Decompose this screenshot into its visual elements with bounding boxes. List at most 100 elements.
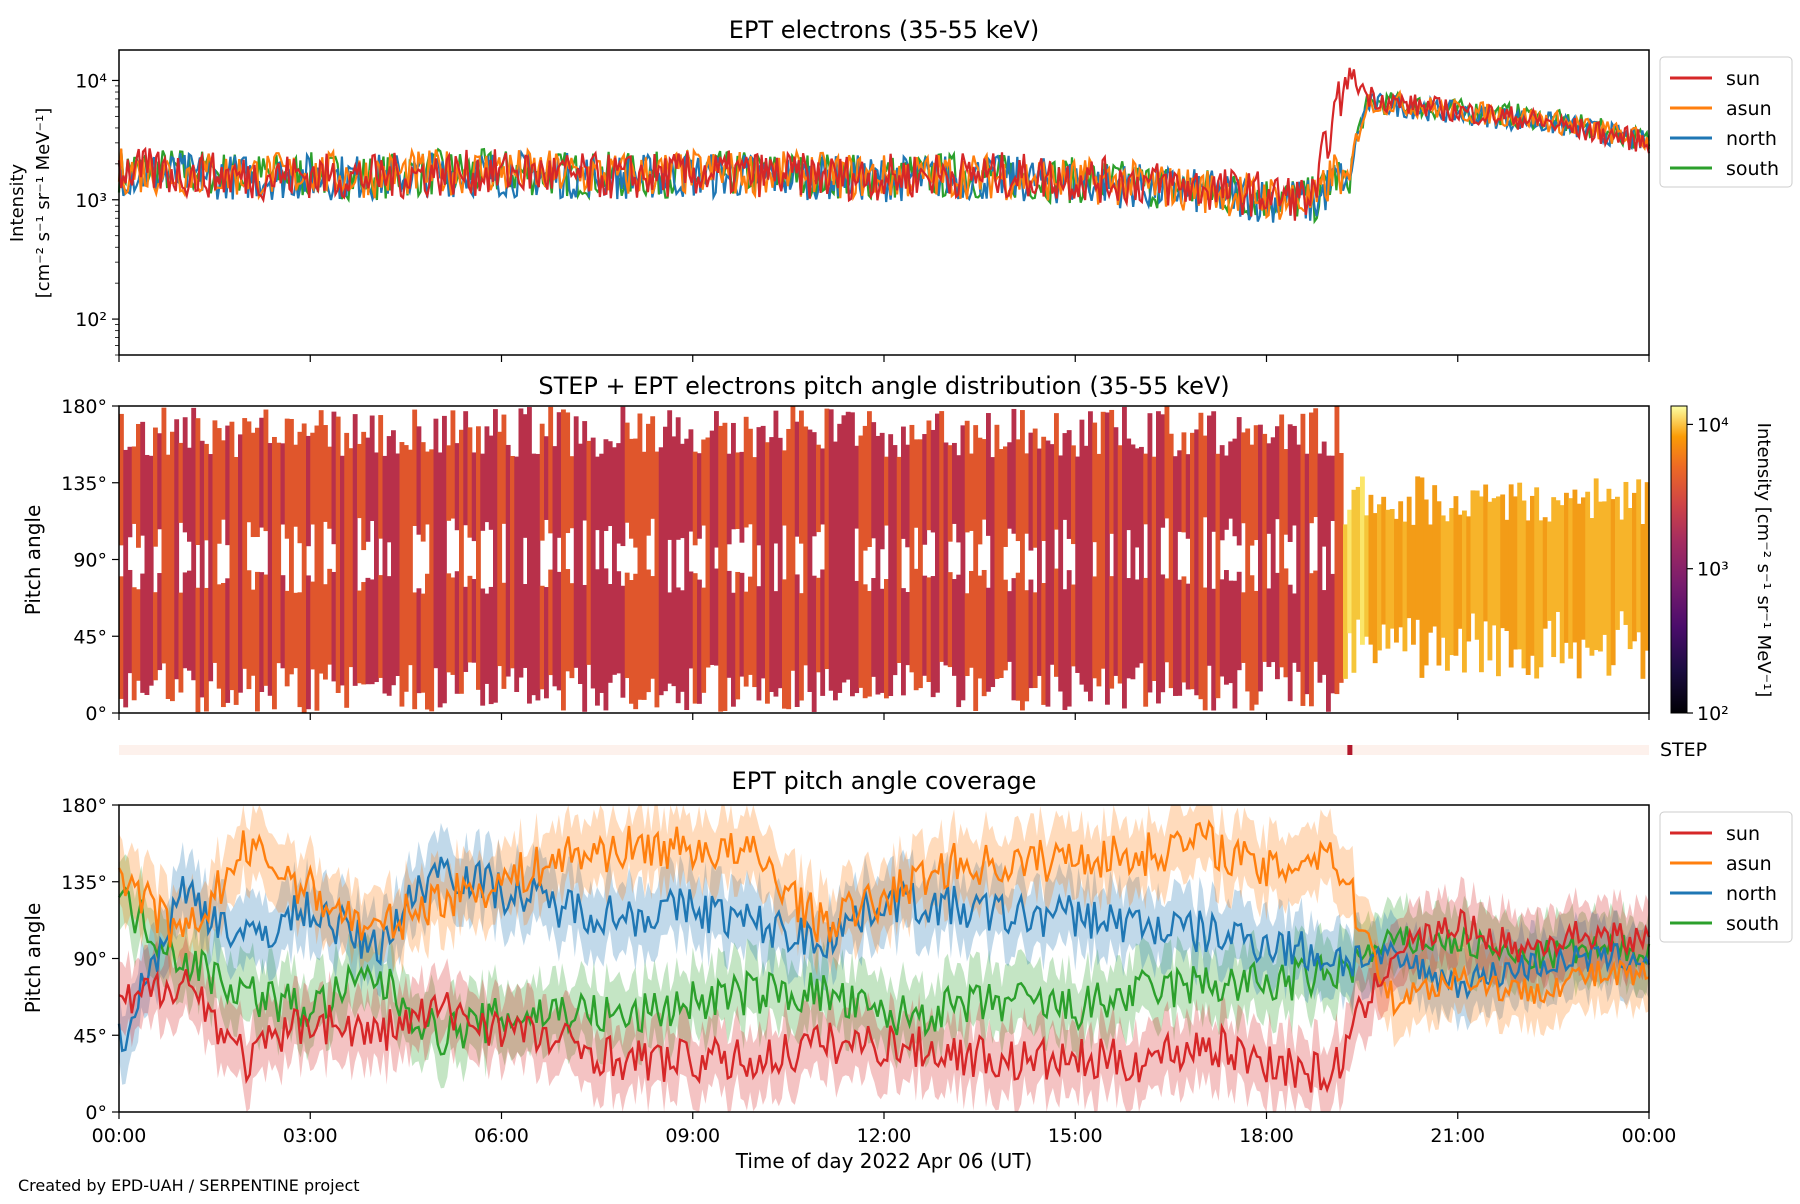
panel2-heat-column — [1585, 491, 1591, 648]
panel2-heat-column — [1075, 456, 1081, 673]
panel2-heat-column — [692, 451, 698, 546]
panel2-heat-column — [1279, 414, 1285, 668]
panel2-heat-column — [1504, 519, 1510, 631]
panel2-heat-column — [1368, 494, 1374, 645]
panel2-heat-column — [1576, 503, 1582, 679]
panel2-heat-column — [582, 421, 588, 521]
panel2-heat-column — [1236, 417, 1242, 546]
panel3-ytick-label: 45° — [73, 1025, 107, 1047]
panel2-heat-column — [1062, 433, 1068, 520]
panel2-heat-column — [1253, 590, 1259, 705]
panel2-heat-column — [1054, 568, 1059, 677]
panel2-heat-column — [947, 572, 953, 668]
panel2-heat-column — [369, 415, 375, 522]
panel2-heat-column — [1326, 455, 1331, 712]
panel2-heat-column — [701, 439, 707, 526]
panel1-legend-box — [1659, 56, 1793, 188]
panel2-heat-column — [365, 437, 371, 542]
panel2-heat-column — [794, 421, 800, 537]
panel2-heat-column — [637, 413, 643, 700]
panel2-heat-column — [1049, 444, 1055, 665]
panel2-heat-column — [348, 448, 354, 668]
panel2-heat-column — [629, 438, 634, 539]
panel2-heat-column — [913, 568, 919, 691]
panel2-heat-column — [714, 411, 719, 548]
panel2-heat-column — [484, 593, 490, 684]
panel2-heat-column — [446, 445, 452, 521]
panel2-heat-column — [612, 447, 617, 675]
panel2-heat-column — [595, 569, 600, 706]
panel2-heat-column — [1508, 484, 1514, 668]
panel2-heat-column — [153, 592, 158, 681]
panel2-heat-column — [250, 432, 256, 538]
panel2-heat-column — [871, 578, 877, 677]
panel2-heat-column — [735, 452, 741, 529]
panel2-heat-column — [1559, 505, 1565, 664]
panel2-heat-column — [1258, 424, 1263, 692]
panel2-heat-column — [1287, 584, 1293, 702]
panel2-heat-column — [263, 409, 269, 532]
panel2-heat-column — [1224, 570, 1229, 685]
panel2-heat-column — [1058, 455, 1064, 692]
panel2-ytick-label: 90° — [73, 550, 107, 572]
panel2-heat-column — [994, 424, 1000, 679]
panel-intensity: EPT electrons (35-55 keV) 10² 10³ 10⁴ Inte… — [7, 16, 1793, 362]
step-strip-marker — [1347, 745, 1353, 755]
panel2-heat-column — [471, 452, 477, 542]
panel2-heat-column — [1160, 414, 1166, 528]
panel2-heat-column — [1513, 496, 1518, 650]
panel2-heat-column — [522, 584, 528, 668]
panel2-heat-column — [926, 420, 932, 531]
panel2-heat-column — [327, 568, 333, 665]
panel2-heat-column — [408, 449, 413, 666]
panel2-heat-column — [1266, 443, 1272, 534]
panel2-heat-column — [174, 419, 180, 680]
panel2-heat-column — [136, 423, 141, 548]
panel2-heat-column — [493, 409, 498, 703]
panel3-legend-box — [1659, 811, 1793, 943]
panel2-heat-column — [1330, 573, 1336, 694]
panel3-series-north — [117, 856, 1651, 1053]
panel2-heat-column — [1185, 583, 1191, 690]
panel2-heat-column — [1275, 572, 1280, 680]
panel2-heat-column — [892, 445, 898, 676]
panel2-heat-column — [1606, 488, 1612, 676]
panel2-heat-column — [1428, 524, 1433, 633]
panel2-heat-column — [480, 453, 486, 531]
panel2-heat-column — [896, 456, 902, 663]
panel2-heat-column — [671, 436, 677, 687]
panel2-heat-column — [1406, 496, 1412, 619]
panel2-heat-column — [501, 414, 507, 524]
panel2-heat-column — [1134, 448, 1140, 548]
panel2-heat-column — [246, 570, 252, 690]
panel2-heat-column — [816, 577, 821, 673]
panel2-heat-column — [378, 415, 384, 539]
panel2-heat-column — [620, 585, 626, 698]
panel2-heat-column — [603, 568, 609, 711]
panel2-heat-column — [735, 571, 741, 700]
panel2-heat-column — [1398, 501, 1404, 628]
panel2-heat-column — [1105, 412, 1110, 705]
panel2-heat-column — [586, 440, 592, 665]
panel2-heat-column — [1071, 584, 1076, 667]
panel2-heat-column — [1177, 579, 1183, 696]
panel2-heat-column — [238, 434, 243, 693]
panel2-heat-column — [225, 578, 231, 703]
panel2-heat-column — [1211, 588, 1217, 711]
panel2-heat-column — [701, 587, 707, 693]
panel2-heat-column — [663, 426, 668, 692]
panel2-heat-column — [1020, 410, 1025, 711]
panel2-heat-column — [454, 443, 460, 531]
panel2-heat-column — [539, 423, 545, 541]
panel2-heat-column — [845, 411, 851, 680]
panel2-heat-column — [956, 455, 962, 543]
panel2-heat-column — [667, 592, 673, 684]
panel2-heat-column — [1181, 576, 1187, 683]
panel2-heat-column — [119, 413, 124, 546]
panel2-heat-column — [1066, 430, 1072, 539]
panel2-heat-column — [1164, 406, 1170, 519]
panel3-ytick-label: 135° — [61, 872, 107, 894]
panel2-heat-column — [437, 452, 443, 708]
panel2-heat-column — [1062, 589, 1068, 711]
panel2-heat-column — [1024, 453, 1030, 534]
